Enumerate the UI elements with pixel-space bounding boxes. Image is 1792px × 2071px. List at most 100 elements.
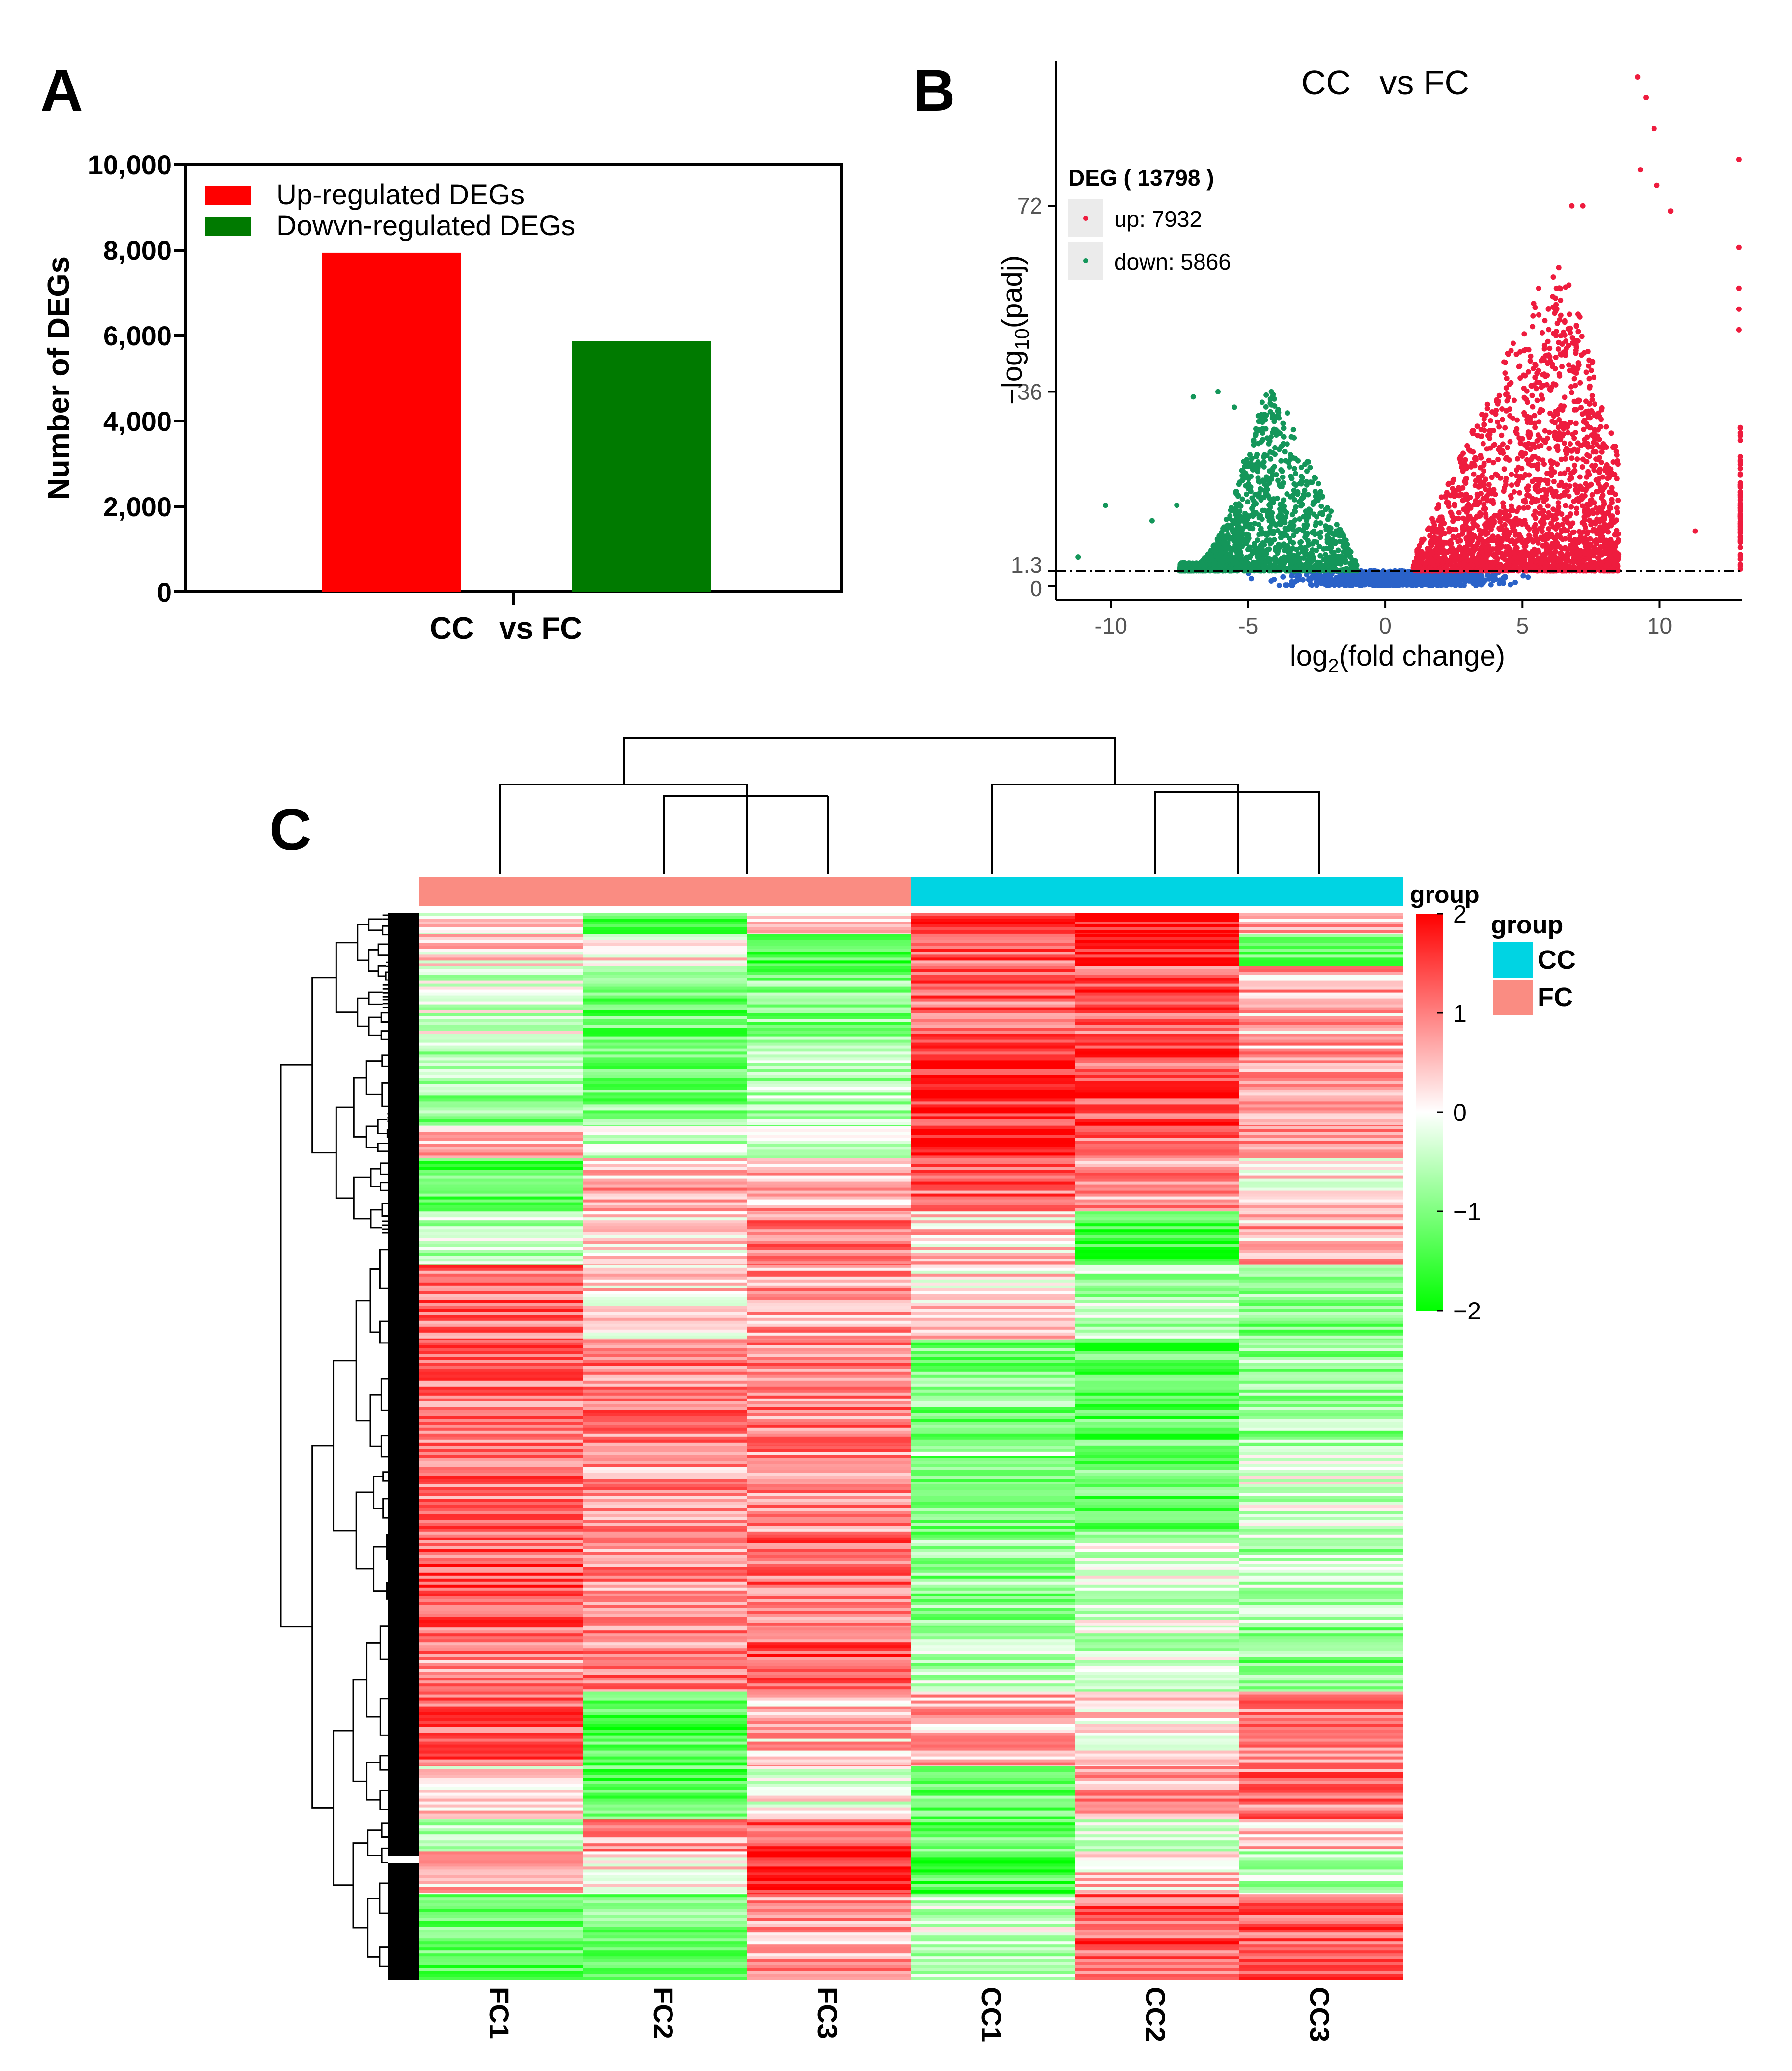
volcano-point-up [1524, 420, 1530, 425]
volcano-point-up [1540, 552, 1545, 558]
volcano-point-up [1450, 546, 1456, 552]
row-dendrogram-branch [370, 1209, 383, 1229]
volcano-point-up [1504, 376, 1510, 381]
volcano-point-up [1612, 491, 1618, 497]
volcano-point-up [1585, 412, 1591, 418]
panel-b-y-axis-label: −log10(padj) [996, 255, 1033, 405]
volcano-point-up [1521, 348, 1527, 354]
volcano-point-down [1273, 545, 1279, 551]
volcano-point-up [1566, 493, 1572, 499]
dendro-cc1-merge [991, 784, 1239, 874]
volcano-point-up [1529, 478, 1535, 484]
volcano-point-up [1545, 481, 1551, 487]
volcano-point-down [1302, 461, 1308, 467]
volcano-point-down [1272, 445, 1278, 450]
volcano-point-up [1589, 492, 1595, 498]
volcano-point-up [1534, 370, 1540, 376]
volcano-point-up [1470, 449, 1476, 455]
volcano-point-up [1542, 318, 1548, 324]
volcano-point-up [1603, 537, 1609, 543]
volcano-point-up [1545, 503, 1551, 509]
panel-b-x-tick-label: -10 [1094, 613, 1127, 639]
volcano-point-up [1559, 364, 1565, 369]
volcano-point-down [1302, 487, 1308, 493]
volcano-point-down [1255, 413, 1261, 419]
volcano-point-down [1264, 491, 1270, 497]
volcano-point-up [1497, 519, 1503, 525]
volcano-point-up [1495, 456, 1501, 462]
volcano-point-down [1267, 525, 1273, 531]
volcano-point-up [1539, 529, 1545, 534]
volcano-point-down [1299, 555, 1304, 561]
volcano-point-up [1477, 465, 1483, 471]
volcano-point-up [1450, 518, 1456, 524]
volcano-point-up [1516, 364, 1522, 370]
volcano-point-up [1550, 562, 1556, 568]
volcano-point-down [1304, 482, 1310, 488]
volcano-point-down [1239, 468, 1245, 474]
volcano-point-down [1288, 520, 1294, 526]
volcano-point-up [1568, 441, 1573, 447]
volcano-point-up [1470, 428, 1476, 434]
panel-a-legend-label: Dowvn-regulated DEGs [276, 210, 575, 242]
volcano-point-up [1614, 532, 1620, 538]
volcano-point-down [1227, 553, 1233, 559]
volcano-point-outlier [1635, 74, 1641, 80]
volcano-point-up [1505, 351, 1511, 357]
volcano-point-ns [1342, 582, 1347, 588]
volcano-point-down [1333, 532, 1339, 537]
volcano-point-up [1585, 471, 1591, 477]
volcano-point-up [1544, 490, 1550, 496]
volcano-point-up [1514, 532, 1520, 538]
volcano-point-up [1612, 561, 1618, 567]
volcano-point-up [1551, 543, 1557, 549]
volcano-point-up [1522, 518, 1528, 523]
volcano-point-ns [1309, 582, 1315, 588]
volcano-point-up [1737, 561, 1743, 567]
volcano-point-up [1444, 549, 1450, 555]
volcano-point-up [1605, 549, 1611, 555]
volcano-point-up [1581, 426, 1587, 432]
panel-c-group-bar-fc [419, 877, 911, 906]
panel-b-x-tick-label: 5 [1516, 613, 1529, 639]
panel-b-letter: B [913, 57, 955, 123]
volcano-point-up [1545, 306, 1551, 311]
volcano-point-down [1274, 559, 1280, 565]
volcano-point-ns [1501, 580, 1507, 586]
volcano-point-up [1477, 476, 1483, 482]
volcano-point-up [1507, 381, 1512, 387]
volcano-point-up [1534, 397, 1540, 403]
volcano-point-down [1324, 545, 1329, 551]
volcano-point-up [1571, 407, 1577, 413]
volcano-point-down [1298, 465, 1304, 470]
volcano-point-down [1323, 523, 1329, 529]
volcano-point-down [1248, 484, 1254, 490]
volcano-point-up [1414, 551, 1420, 557]
volcano-point-up [1444, 490, 1450, 496]
volcano-point-ns [1283, 582, 1288, 588]
volcano-point-up [1562, 394, 1568, 400]
volcano-point-up [1558, 456, 1564, 462]
volcano-point-up [1526, 472, 1532, 478]
volcano-point-up [1565, 551, 1570, 557]
volcano-point-ns [1296, 576, 1302, 582]
volcano-point-up [1577, 380, 1583, 386]
volcano-point-up [1554, 306, 1560, 312]
volcano-point-up [1482, 422, 1487, 427]
volcano-point-up [1565, 430, 1571, 436]
volcano-point-up [1572, 482, 1578, 488]
volcano-point-down [1249, 495, 1255, 501]
volcano-point-up [1479, 558, 1484, 563]
row-dendrogram-branch [353, 1077, 367, 1138]
volcano-point-up [1551, 331, 1557, 336]
volcano-point-down [1267, 438, 1273, 444]
volcano-point-up [1501, 359, 1507, 365]
panel-a-x-category-label: CC vs FC [430, 612, 582, 645]
volcano-point-up [1461, 562, 1466, 568]
volcano-point-down [1298, 503, 1304, 509]
volcano-point-down [1209, 557, 1215, 562]
volcano-point-down [1289, 454, 1295, 460]
volcano-point-down [1237, 508, 1243, 514]
volcano-point-up [1436, 518, 1442, 524]
volcano-point-up [1435, 559, 1441, 564]
